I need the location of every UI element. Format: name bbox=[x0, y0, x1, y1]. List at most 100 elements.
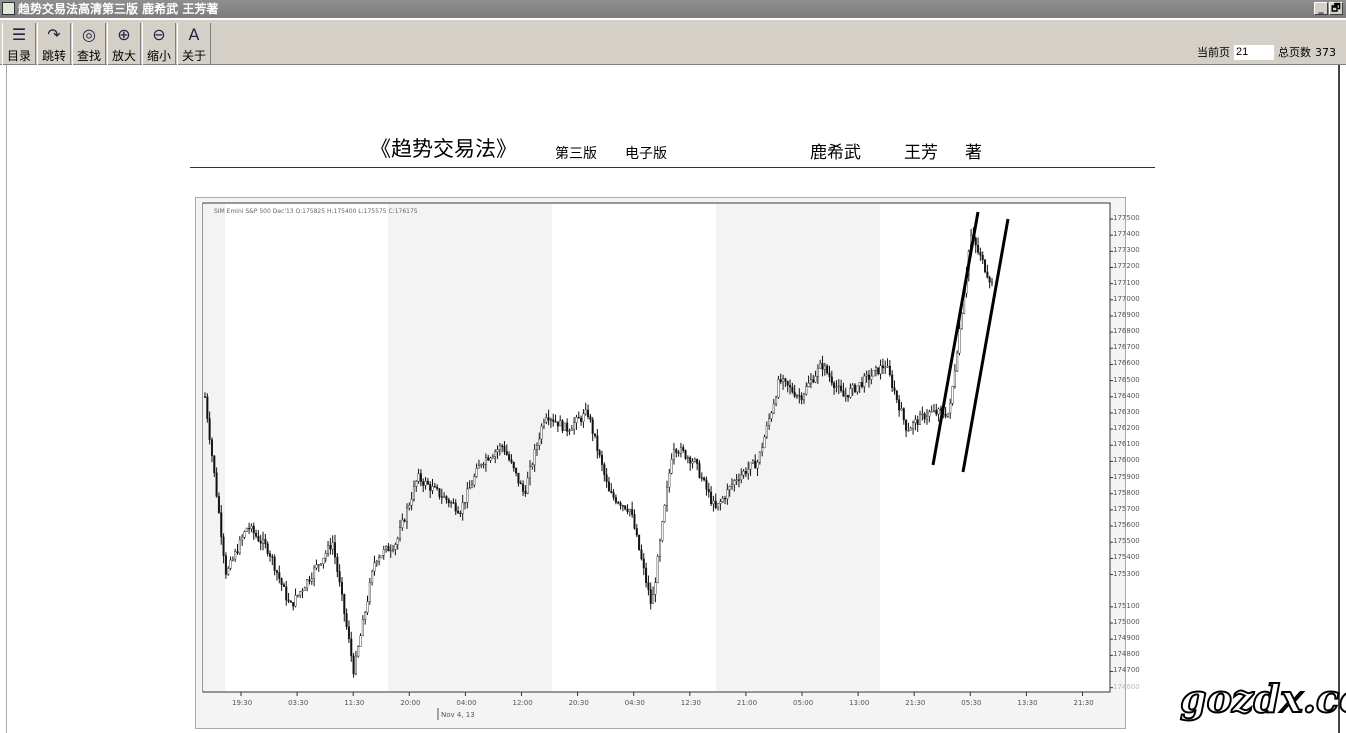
candle-body bbox=[984, 259, 987, 273]
candle-body bbox=[473, 476, 476, 486]
candle-body bbox=[262, 538, 265, 544]
candle-body bbox=[269, 553, 272, 557]
candle-body bbox=[670, 458, 673, 474]
candle-body bbox=[684, 450, 687, 459]
y-tick-label: 177400 bbox=[1113, 230, 1140, 239]
candle-body bbox=[315, 564, 318, 569]
toolbar-button-list[interactable]: ☰ 目录 bbox=[2, 23, 36, 65]
y-tick-label: 174900 bbox=[1113, 634, 1140, 643]
candle-body bbox=[621, 505, 624, 507]
candle-body bbox=[512, 462, 515, 469]
y-tick-label: 176900 bbox=[1113, 310, 1140, 319]
candle-body bbox=[675, 449, 678, 453]
x-tick-label: 05:30 bbox=[961, 699, 982, 707]
candle-body bbox=[612, 492, 615, 498]
candle-body bbox=[744, 470, 747, 474]
minimize-button[interactable]: _ bbox=[1314, 2, 1328, 15]
toolbar-button-find[interactable]: ◎ 查找 bbox=[72, 23, 106, 65]
candle-body bbox=[696, 459, 699, 464]
toolbar-button-jump[interactable]: ↷ 跳转 bbox=[37, 23, 71, 65]
candle-body bbox=[282, 584, 285, 587]
candle-body bbox=[956, 352, 959, 372]
candle-body bbox=[800, 395, 803, 401]
candle-body bbox=[554, 421, 557, 423]
candle-body bbox=[953, 370, 956, 387]
candle-body bbox=[382, 549, 385, 556]
candle-body bbox=[415, 480, 418, 487]
candle-body bbox=[886, 365, 889, 368]
candle-body bbox=[347, 626, 350, 640]
current-page-input[interactable] bbox=[1234, 44, 1274, 60]
page-info: 当前页 总页数 373 bbox=[1197, 44, 1336, 60]
candle-body bbox=[914, 419, 917, 423]
restore-button[interactable]: 🗗 bbox=[1329, 2, 1343, 15]
candle-body bbox=[573, 422, 576, 430]
candle-body bbox=[243, 531, 246, 538]
candle-body bbox=[241, 537, 244, 541]
candle-body bbox=[946, 412, 949, 417]
candle-body bbox=[255, 532, 258, 537]
candle-body bbox=[526, 477, 529, 494]
candle-body bbox=[498, 445, 501, 450]
candle-body bbox=[552, 419, 555, 422]
y-tick-label: 175400 bbox=[1113, 553, 1140, 562]
candle-body bbox=[301, 590, 304, 592]
toolbar-button-about[interactable]: A 关于 bbox=[177, 23, 211, 65]
candle-body bbox=[607, 481, 610, 492]
candle-body bbox=[909, 427, 912, 431]
candle-body bbox=[570, 428, 573, 431]
candle-body bbox=[749, 462, 752, 470]
session-band bbox=[388, 204, 552, 691]
candle-body bbox=[522, 483, 525, 492]
candle-body bbox=[336, 556, 339, 572]
candle-body bbox=[761, 447, 764, 453]
candle-body bbox=[724, 498, 727, 500]
edition: 第三版 bbox=[555, 146, 597, 162]
candle-body bbox=[491, 456, 494, 459]
candle-body bbox=[881, 365, 884, 369]
candle-body bbox=[271, 556, 274, 558]
candle-body bbox=[461, 502, 464, 514]
candle-body bbox=[921, 413, 924, 415]
candle-body bbox=[691, 461, 694, 464]
candle-body bbox=[631, 509, 634, 515]
candle-body bbox=[726, 489, 729, 500]
candle-body bbox=[392, 549, 395, 551]
toolbar-button-zoom-out[interactable]: ⊖ 缩小 bbox=[142, 23, 176, 65]
x-tick-label: 20:30 bbox=[568, 699, 589, 707]
candle-body bbox=[426, 480, 429, 485]
toolbar-button-label: 跳转 bbox=[41, 49, 66, 63]
candle-body bbox=[847, 394, 850, 398]
candle-body bbox=[705, 479, 708, 490]
candle-body bbox=[935, 410, 938, 415]
candle-body bbox=[419, 473, 422, 482]
candle-body bbox=[930, 411, 933, 413]
candle-body bbox=[238, 539, 241, 554]
candle-body bbox=[654, 582, 657, 595]
y-tick-label: 175300 bbox=[1113, 569, 1140, 578]
candle-body bbox=[721, 498, 724, 502]
candle-body bbox=[740, 474, 743, 480]
candle-body bbox=[289, 601, 292, 603]
candle-body bbox=[584, 409, 587, 414]
candle-body bbox=[480, 464, 483, 466]
candle-body bbox=[747, 468, 750, 474]
candle-body bbox=[417, 473, 420, 482]
toolbar-button-zoom-in[interactable]: ⊕ 放大 bbox=[107, 23, 141, 65]
candle-body bbox=[210, 439, 213, 457]
candle-body bbox=[951, 386, 954, 404]
book-icon bbox=[2, 2, 15, 15]
candle-body bbox=[793, 391, 796, 397]
total-pages-label: 总页数 bbox=[1278, 46, 1311, 59]
candle-body bbox=[823, 365, 826, 370]
candle-body bbox=[412, 485, 415, 500]
candle-body bbox=[266, 543, 269, 554]
candle-body bbox=[898, 399, 901, 411]
candle-body bbox=[317, 564, 320, 566]
candle-body bbox=[280, 578, 283, 585]
candle-body bbox=[535, 445, 538, 450]
candle-body bbox=[470, 484, 473, 488]
candle-body bbox=[805, 386, 808, 395]
candle-body bbox=[874, 367, 877, 371]
candle-body bbox=[730, 484, 733, 487]
